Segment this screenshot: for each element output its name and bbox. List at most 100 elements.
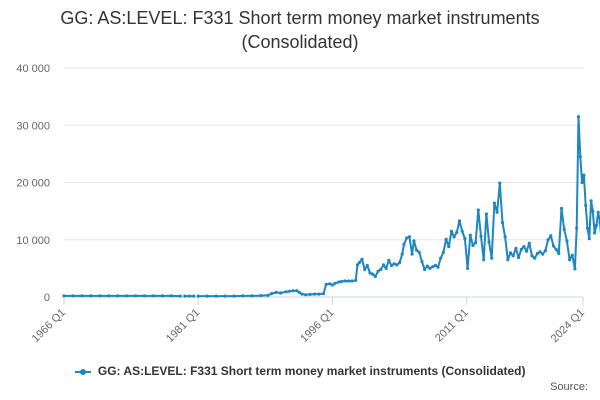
data-point	[468, 233, 472, 237]
series-line	[198, 115, 600, 298]
data-point	[514, 246, 518, 250]
data-point	[116, 294, 120, 298]
data-point	[304, 293, 308, 297]
data-point	[410, 252, 414, 256]
data-point	[354, 278, 358, 282]
data-point	[278, 291, 283, 295]
data-point	[376, 269, 380, 273]
data-point	[392, 262, 396, 266]
data-point	[183, 294, 187, 298]
data-point	[570, 253, 574, 257]
data-point	[490, 256, 494, 260]
data-point	[389, 263, 394, 268]
data-point	[582, 173, 586, 177]
data-point	[62, 294, 66, 298]
data-point	[508, 251, 513, 255]
data-point	[487, 240, 491, 244]
data-point	[482, 258, 486, 262]
data-point	[436, 265, 440, 269]
data-point	[160, 294, 164, 298]
data-point	[80, 294, 84, 298]
data-point	[498, 181, 502, 185]
data-point	[420, 259, 424, 264]
data-point	[151, 294, 156, 298]
data-point	[423, 267, 427, 272]
data-point	[415, 248, 419, 252]
legend[interactable]: GG: AS:LEVEL: F331 Short term money mark…	[0, 364, 600, 378]
data-point	[541, 252, 545, 256]
data-point	[495, 210, 499, 214]
data-point	[400, 252, 404, 256]
data-point	[428, 266, 432, 270]
data-point	[89, 294, 93, 298]
data-point	[503, 235, 507, 239]
data-point	[551, 244, 556, 248]
data-point	[444, 237, 448, 241]
data-point	[355, 263, 360, 267]
data-point	[584, 203, 588, 207]
data-point	[580, 180, 584, 185]
y-tick-label: 30 000	[16, 120, 50, 132]
data-point	[417, 250, 421, 254]
data-point	[178, 294, 182, 298]
y-tick-label: 20 000	[16, 178, 50, 190]
x-tick-label: 1966 Q1	[30, 307, 68, 345]
data-point	[587, 237, 591, 241]
y-tick-label: 10 000	[16, 235, 50, 247]
data-point	[463, 237, 467, 241]
data-point	[405, 236, 409, 240]
data-point	[339, 279, 343, 284]
data-point	[250, 294, 254, 298]
data-point	[500, 221, 505, 225]
y-tick-label: 0	[44, 292, 50, 304]
legend-swatch-icon	[74, 367, 91, 377]
data-point	[517, 255, 521, 260]
data-point	[259, 294, 263, 298]
data-point	[324, 282, 328, 286]
data-point	[368, 271, 372, 275]
data-point	[360, 257, 364, 261]
data-point	[169, 294, 173, 298]
data-point	[431, 265, 435, 269]
data-point	[125, 294, 129, 298]
data-point	[538, 250, 542, 254]
data-point	[192, 294, 196, 298]
data-point	[384, 266, 388, 270]
data-point	[223, 294, 227, 298]
data-point	[576, 115, 581, 119]
data-point	[321, 292, 326, 296]
data-point	[313, 292, 317, 296]
data-point	[274, 290, 278, 294]
data-point	[519, 247, 523, 252]
data-point	[407, 235, 411, 239]
data-point	[511, 254, 515, 258]
data-point	[317, 292, 321, 296]
data-point	[476, 208, 480, 212]
data-point	[363, 267, 367, 272]
x-tick-label: 2024 Q1	[549, 307, 587, 345]
x-tick-label: 2011 Q1	[433, 307, 471, 345]
data-point	[387, 258, 391, 262]
data-point	[525, 249, 529, 253]
data-point	[546, 238, 550, 242]
data-point	[328, 282, 332, 286]
data-point	[578, 155, 582, 159]
data-point	[441, 250, 445, 254]
data-point	[241, 294, 245, 298]
data-point	[98, 294, 102, 298]
data-point	[287, 289, 292, 293]
data-point	[457, 219, 462, 223]
data-point	[205, 294, 209, 298]
data-point	[466, 266, 470, 270]
data-point	[460, 229, 464, 233]
data-point	[549, 234, 553, 238]
data-point	[522, 245, 526, 249]
data-point	[300, 292, 304, 296]
legend-label: GG: AS:LEVEL: F331 Short term money mark…	[97, 364, 526, 378]
data-point	[365, 263, 369, 268]
data-point	[484, 212, 488, 216]
source-label: Source:	[550, 381, 588, 393]
data-point	[575, 226, 579, 230]
data-point	[447, 245, 451, 249]
